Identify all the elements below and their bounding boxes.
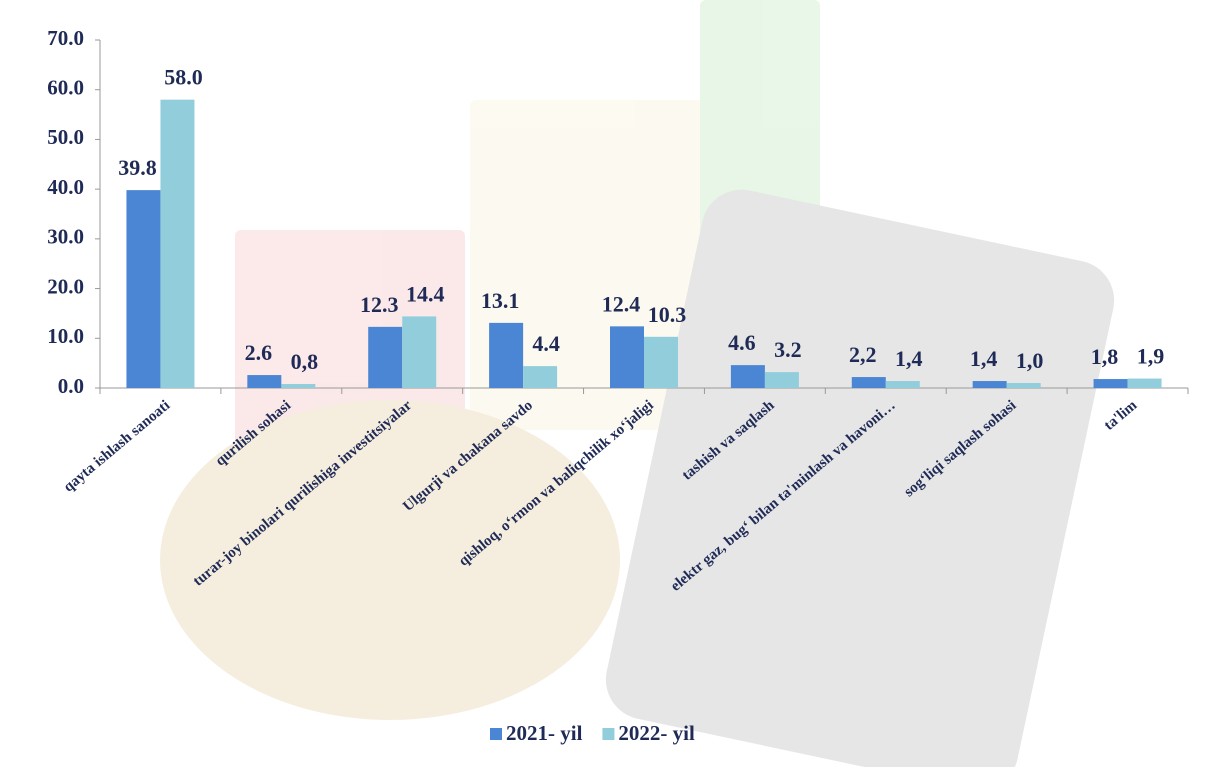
value-label: 1,4: [970, 346, 998, 371]
value-label: 58.0: [164, 65, 203, 90]
bar: [851, 377, 886, 388]
value-label: 10.3: [648, 302, 687, 327]
bar: [764, 372, 799, 388]
value-label: 39.8: [118, 155, 157, 180]
bar: [126, 190, 161, 388]
value-label: 4.4: [532, 331, 560, 356]
value-label: 0,8: [291, 349, 319, 374]
value-label: 14.4: [406, 281, 445, 306]
value-label: 2,2: [849, 342, 877, 367]
y-tick-label: 10.0: [47, 324, 84, 348]
value-label: 2.6: [245, 340, 273, 365]
y-tick-label: 70.0: [47, 26, 84, 50]
value-label: 12.3: [360, 292, 399, 317]
bar: [1006, 383, 1041, 388]
legend-swatch: [490, 728, 502, 740]
bar: [402, 316, 437, 388]
legend-swatch: [602, 728, 615, 740]
y-tick-label: 40.0: [47, 175, 84, 199]
value-label: 1,9: [1137, 344, 1165, 369]
y-tick-label: 20.0: [47, 274, 84, 298]
y-tick-label: 50.0: [47, 125, 84, 149]
bar: [644, 336, 678, 388]
y-tick-label: 30.0: [47, 225, 84, 249]
bar: [610, 326, 644, 388]
bar: [885, 381, 920, 388]
value-label: 13.1: [481, 288, 520, 313]
value-label: 4.6: [728, 330, 756, 355]
bar: [972, 381, 1007, 388]
bar: [368, 326, 403, 388]
value-label: 1,0: [1016, 348, 1044, 373]
y-tick-label: 0.0: [58, 374, 84, 398]
y-tick-label: 60.0: [47, 76, 84, 100]
bar: [281, 384, 316, 388]
bar: [489, 322, 524, 388]
bar: [730, 365, 765, 388]
value-label: 12.4: [602, 291, 641, 316]
legend-label: 2021- yil: [506, 721, 583, 745]
value-label: 3.2: [774, 337, 802, 362]
bar: [523, 366, 558, 388]
value-label: 1,4: [895, 346, 923, 371]
bar: [160, 99, 195, 389]
bar: [1093, 379, 1128, 388]
bar: [1127, 378, 1162, 388]
value-label: 1,8: [1091, 344, 1119, 369]
legend-label: 2022- yil: [618, 721, 695, 745]
bar: [247, 375, 282, 388]
x-tick-label: qayta ishlash sanoati: [61, 397, 173, 495]
x-tick-label: ta'lim: [1101, 397, 1140, 434]
